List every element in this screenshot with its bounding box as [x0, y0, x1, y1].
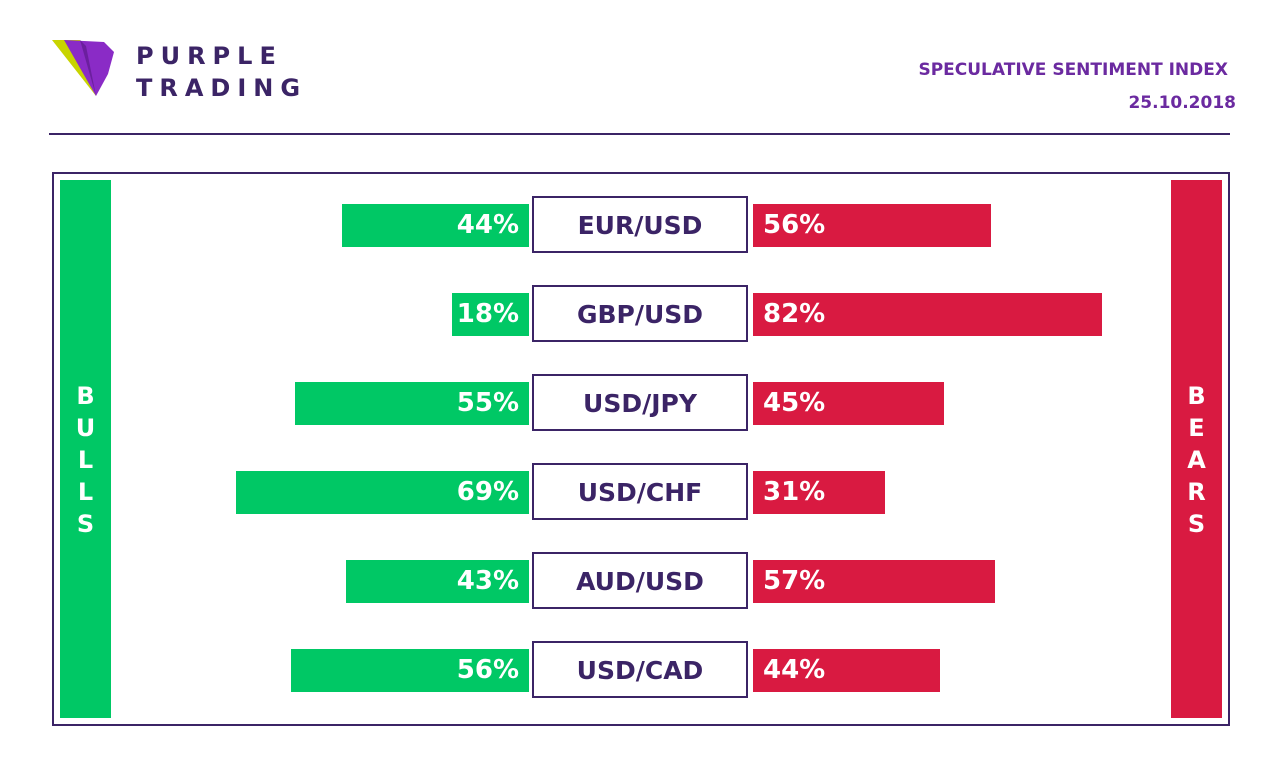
- header-divider: [49, 133, 1230, 135]
- bulls-bar: 18%: [452, 293, 529, 336]
- bears-bar: 44%: [753, 649, 940, 692]
- currency-pair-label: GBP/USD: [532, 285, 748, 342]
- brand-logo: PURPLE TRADING: [50, 38, 320, 102]
- bulls-value-label: 18%: [457, 293, 519, 336]
- chart-row: 56% USD/CAD 44%: [0, 641, 1280, 701]
- chart-row: 55% USD/JPY 45%: [0, 374, 1280, 434]
- bears-value-label: 31%: [763, 471, 825, 514]
- chart-row: 18% GBP/USD 82%: [0, 285, 1280, 345]
- report-date: 25.10.2018: [1128, 93, 1236, 113]
- page-title: SPECULATIVE SENTIMENT INDEX: [918, 60, 1228, 80]
- bulls-value-label: 55%: [457, 382, 519, 425]
- currency-pair-label: USD/JPY: [532, 374, 748, 431]
- brand-name-line2: TRADING: [136, 76, 307, 100]
- chart-row: 43% AUD/USD 57%: [0, 552, 1280, 612]
- bulls-value-label: 69%: [457, 471, 519, 514]
- bulls-bar: 44%: [342, 204, 529, 247]
- bulls-side-bar: B U L L S: [60, 180, 111, 718]
- bears-value-label: 45%: [763, 382, 825, 425]
- bears-bar: 31%: [753, 471, 885, 514]
- bears-side-bar: B E A R S: [1171, 180, 1222, 718]
- bears-value-label: 57%: [763, 560, 825, 603]
- bears-value-label: 44%: [763, 649, 825, 692]
- bulls-value-label: 56%: [457, 649, 519, 692]
- bears-bar: 82%: [753, 293, 1102, 336]
- currency-pair-label: USD/CAD: [532, 641, 748, 698]
- bears-bar: 56%: [753, 204, 991, 247]
- bears-bar: 45%: [753, 382, 944, 425]
- bulls-bar: 55%: [295, 382, 529, 425]
- purple-trading-logo-icon: [50, 38, 122, 98]
- bulls-bar: 56%: [291, 649, 529, 692]
- bulls-bar: 43%: [346, 560, 529, 603]
- bulls-value-label: 43%: [457, 560, 519, 603]
- bears-value-label: 56%: [763, 204, 825, 247]
- bears-bar: 57%: [753, 560, 995, 603]
- currency-pair-label: EUR/USD: [532, 196, 748, 253]
- chart-row: 44% EUR/USD 56%: [0, 196, 1280, 256]
- chart-row: 69% USD/CHF 31%: [0, 463, 1280, 523]
- currency-pair-label: AUD/USD: [532, 552, 748, 609]
- currency-pair-label: USD/CHF: [532, 463, 748, 520]
- bulls-bar: 69%: [236, 471, 529, 514]
- bulls-value-label: 44%: [457, 204, 519, 247]
- brand-name-line1: PURPLE: [136, 44, 283, 68]
- bears-value-label: 82%: [763, 293, 825, 336]
